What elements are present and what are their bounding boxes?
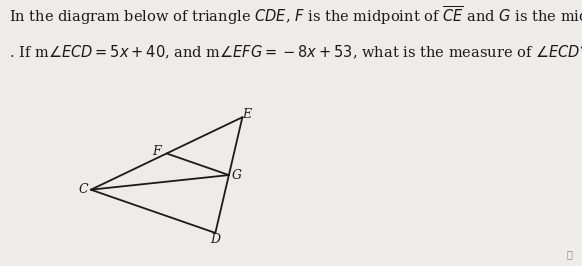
Text: E: E	[242, 108, 251, 121]
Text: . If m$\angle ECD = 5x + 40$, and m$\angle EFG = -8x + 53$, what is the measure : . If m$\angle ECD = 5x + 40$, and m$\ang…	[9, 44, 582, 61]
Text: F: F	[152, 145, 161, 158]
Text: In the diagram below of triangle $CDE$, $F$ is the midpoint of $\overline{CE}$ a: In the diagram below of triangle $CDE$, …	[9, 4, 582, 27]
Text: D: D	[210, 233, 221, 246]
Text: C: C	[78, 183, 88, 196]
Text: G: G	[232, 169, 242, 182]
Text: ⧉: ⧉	[567, 249, 573, 259]
